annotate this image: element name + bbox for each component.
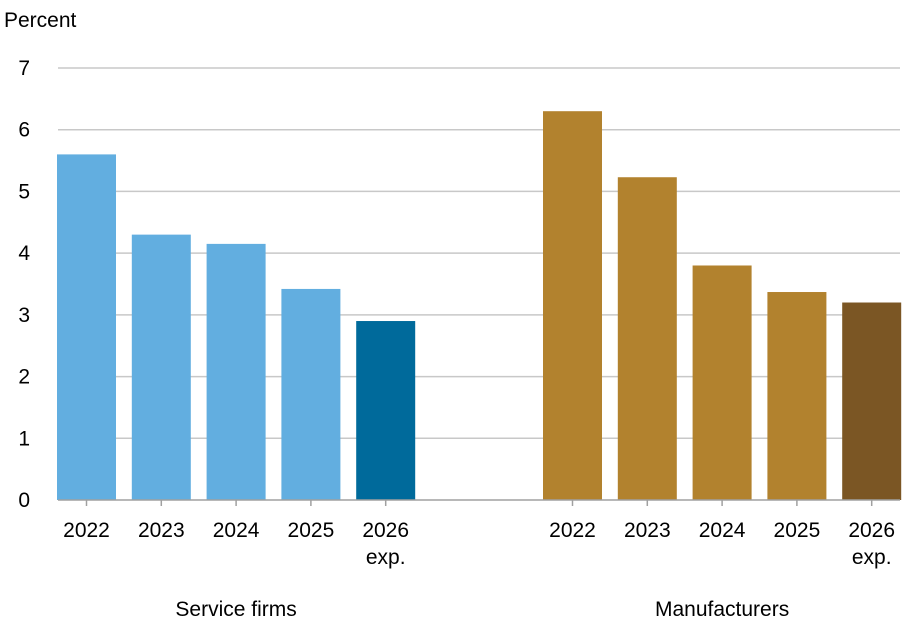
bar <box>57 154 116 500</box>
y-axis-ticks: 0 1 2 3 4 5 6 7 <box>18 57 30 512</box>
bar <box>281 288 341 500</box>
x-tick-label: 2024 <box>213 519 260 542</box>
y-tick-label: 3 <box>18 304 30 327</box>
bars <box>57 111 902 500</box>
x-tick-label: 2024 <box>699 519 746 542</box>
bar <box>543 111 602 500</box>
gridlines <box>58 67 900 440</box>
x-tick-label: 2025 <box>774 519 821 542</box>
bar <box>206 243 266 500</box>
x-tick-label: 2022 <box>549 519 596 542</box>
bar <box>767 292 827 500</box>
y-tick-label: 5 <box>18 180 30 203</box>
group-label: Service firms <box>175 598 296 621</box>
y-tick-label: 2 <box>18 366 30 389</box>
y-tick-label: 7 <box>18 57 30 80</box>
x-tick-label: 2022 <box>63 519 110 542</box>
bar <box>131 234 191 500</box>
x-tick-label: 2023 <box>138 519 185 542</box>
x-tick-label: exp. <box>366 546 406 569</box>
bar <box>617 177 677 500</box>
group-label: Manufacturers <box>655 598 789 621</box>
x-tick-label: 2023 <box>624 519 671 542</box>
y-tick-label: 6 <box>18 119 30 142</box>
x-tick-label: exp. <box>852 546 892 569</box>
x-axis-ticks: 2022 2023 2024 2025 2026 exp. 2022 2023 2024 2025… <box>63 500 895 569</box>
y-tick-label: 1 <box>18 427 30 450</box>
bar <box>356 321 416 500</box>
x-tick-label: 2026 <box>362 519 409 542</box>
x-tick-label: 2025 <box>288 519 335 542</box>
bar <box>692 265 752 500</box>
y-tick-label: 4 <box>18 242 30 265</box>
x-tick-label: 2026 <box>848 519 895 542</box>
group-labels: Service firms Manufacturers <box>175 598 789 621</box>
y-axis-label: Percent <box>4 9 77 32</box>
y-tick-label: 0 <box>18 489 30 512</box>
bar <box>842 302 902 500</box>
